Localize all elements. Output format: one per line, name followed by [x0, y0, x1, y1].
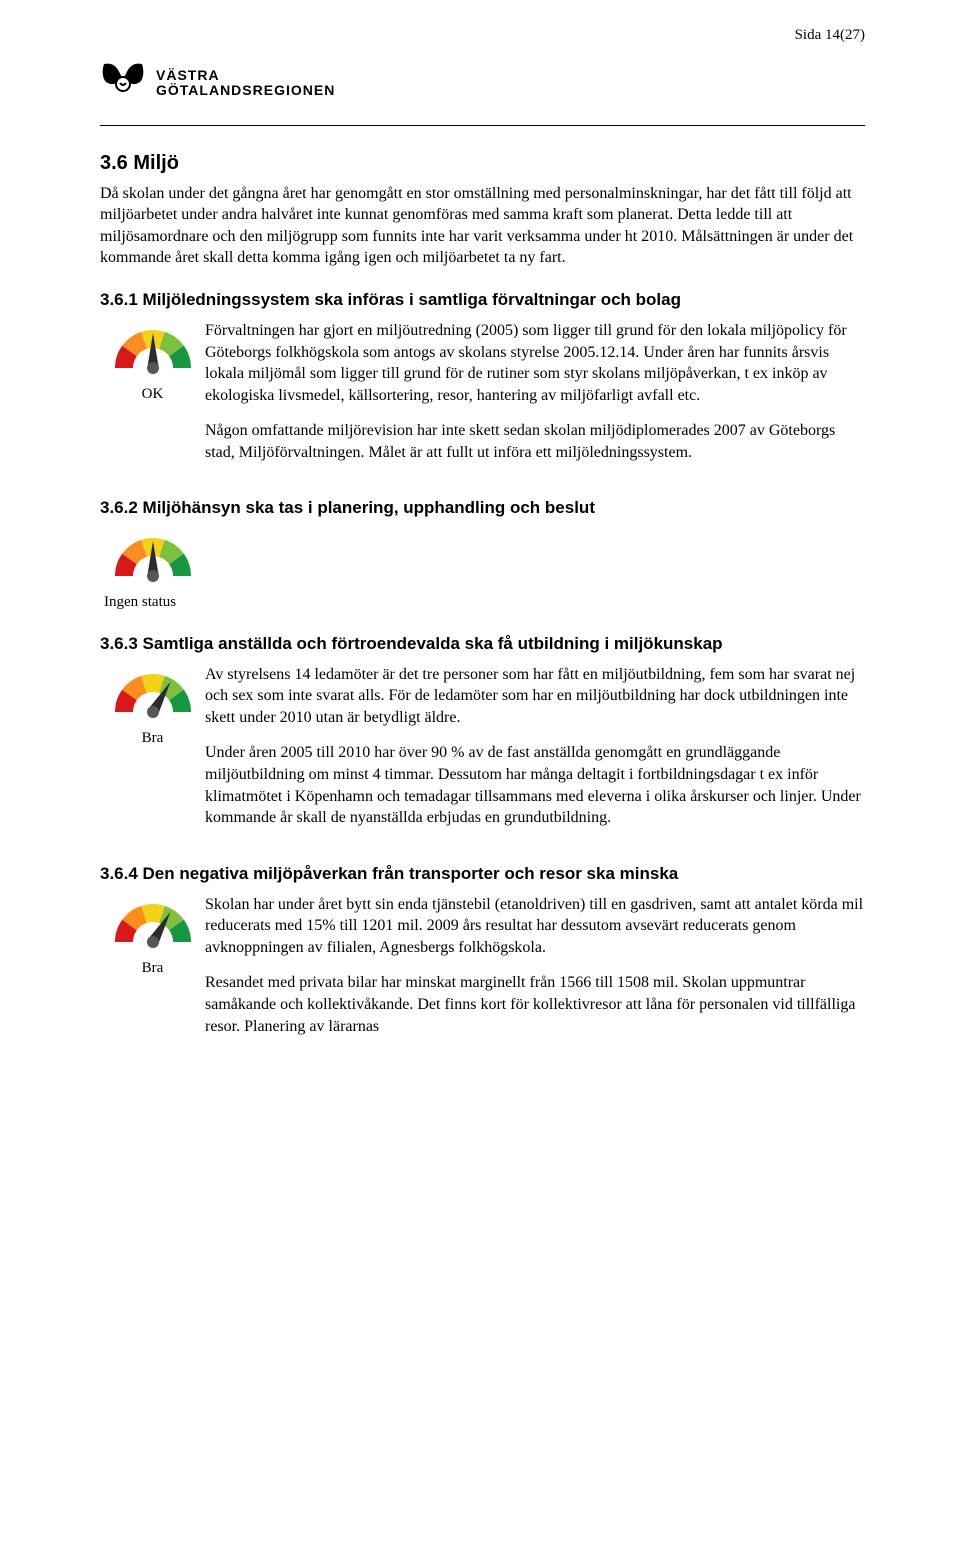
gauge-icon [100, 320, 205, 382]
item-3-6-2: Ingen status [100, 528, 865, 612]
paragraph-3-6-3b: Under åren 2005 till 2010 har över 90 % … [205, 742, 865, 828]
logo-line2: GÖTALANDSREGIONEN [156, 83, 335, 98]
item-3-6-1: OK Förvaltningen har gjort en miljöutred… [100, 320, 865, 478]
item-3-6-3: Bra Av styrelsens 14 ledamöter är det tr… [100, 664, 865, 843]
heading-3-6-4: 3.6.4 Den negativa miljöpåverkan från tr… [100, 863, 865, 886]
gauge-label: Bra [100, 728, 205, 748]
item-3-6-4: Bra Skolan har under året bytt sin enda … [100, 894, 865, 1052]
heading-3-6-1: 3.6.1 Miljöledningssystem ska införas i … [100, 289, 865, 312]
gauge-icon [100, 528, 205, 590]
divider [100, 125, 865, 126]
paragraph-3-6-3a: Av styrelsens 14 ledamöter är det tre pe… [205, 664, 865, 729]
gauge-label: OK [100, 384, 205, 404]
gauge-icon [100, 664, 205, 726]
page-number: Sida 14(27) [795, 25, 865, 45]
logo-text: VÄSTRA GÖTALANDSREGIONEN [156, 68, 335, 99]
heading-3-6-3: 3.6.3 Samtliga anställda och förtroendev… [100, 633, 865, 656]
paragraph-3-6-1a: Förvaltningen har gjort en miljöutrednin… [205, 320, 865, 406]
paragraph-3-6-4b: Resandet med privata bilar har minskat m… [205, 972, 865, 1037]
gauge-icon [100, 894, 205, 956]
logo-block: VÄSTRA GÖTALANDSREGIONEN [100, 60, 865, 107]
heading-3-6: 3.6 Miljö [100, 150, 865, 177]
gauge-label: Ingen status [100, 592, 205, 612]
paragraph-3-6-1b: Någon omfattande miljörevision har inte … [205, 420, 865, 463]
paragraph-3-6: Då skolan under det gångna året har geno… [100, 183, 865, 269]
logo-line1: VÄSTRA [156, 68, 335, 83]
gauge-label: Bra [100, 958, 205, 978]
logo-icon [100, 60, 146, 107]
document-page: Sida 14(27) VÄSTRA GÖTALANDSREGIONEN 3.6… [0, 0, 960, 1541]
paragraph-3-6-4a: Skolan har under året bytt sin enda tjän… [205, 894, 865, 959]
heading-3-6-2: 3.6.2 Miljöhänsyn ska tas i planering, u… [100, 497, 865, 520]
